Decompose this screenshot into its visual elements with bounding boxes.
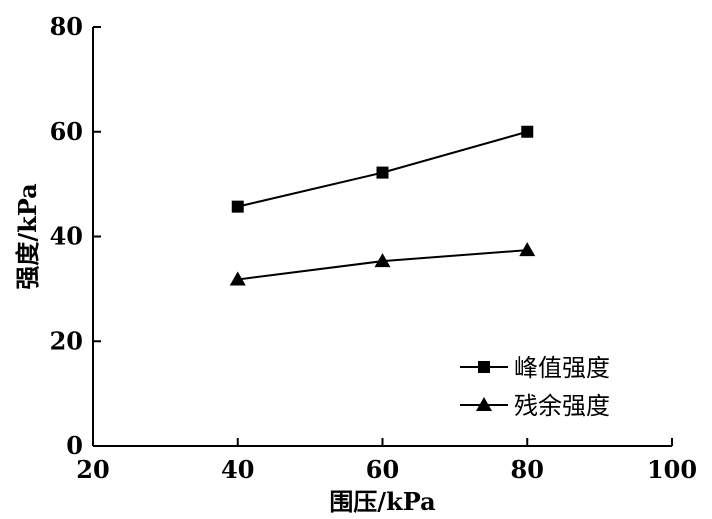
legend-marker	[478, 361, 490, 373]
x-tick-label: 20	[76, 455, 109, 484]
x-ticks: 20 40 60 80 100	[76, 438, 697, 484]
data-point	[229, 271, 246, 286]
x-tick-label: 80	[511, 455, 544, 484]
plot-area	[229, 125, 536, 286]
data-point	[519, 242, 536, 257]
x-tick-label: 40	[221, 455, 254, 484]
x-tick-label: 60	[366, 455, 399, 484]
data-point	[376, 166, 389, 179]
series-1	[231, 125, 534, 213]
legend-item-2: 残余强度	[460, 392, 610, 420]
x-tick-label: 100	[647, 455, 697, 484]
legend-label: 残余强度	[514, 392, 610, 420]
legend-label: 峰值强度	[514, 354, 610, 382]
y-tick-label: 0	[66, 431, 83, 460]
y-tick-label: 40	[50, 222, 83, 251]
y-tick-label: 20	[50, 326, 83, 355]
legend-marker	[476, 397, 492, 411]
x-axis-title: 围压/kPa	[329, 487, 435, 516]
data-point	[374, 253, 391, 268]
y-ticks: 0 20 40 60 80	[50, 12, 101, 460]
data-point	[231, 200, 244, 213]
data-point	[521, 125, 534, 138]
y-tick-label: 80	[50, 12, 83, 41]
y-axis-title: 强度/kPa	[13, 183, 42, 289]
y-tick-label: 60	[50, 117, 83, 146]
legend-item-1: 峰值强度	[460, 354, 610, 382]
series-2	[229, 242, 536, 286]
